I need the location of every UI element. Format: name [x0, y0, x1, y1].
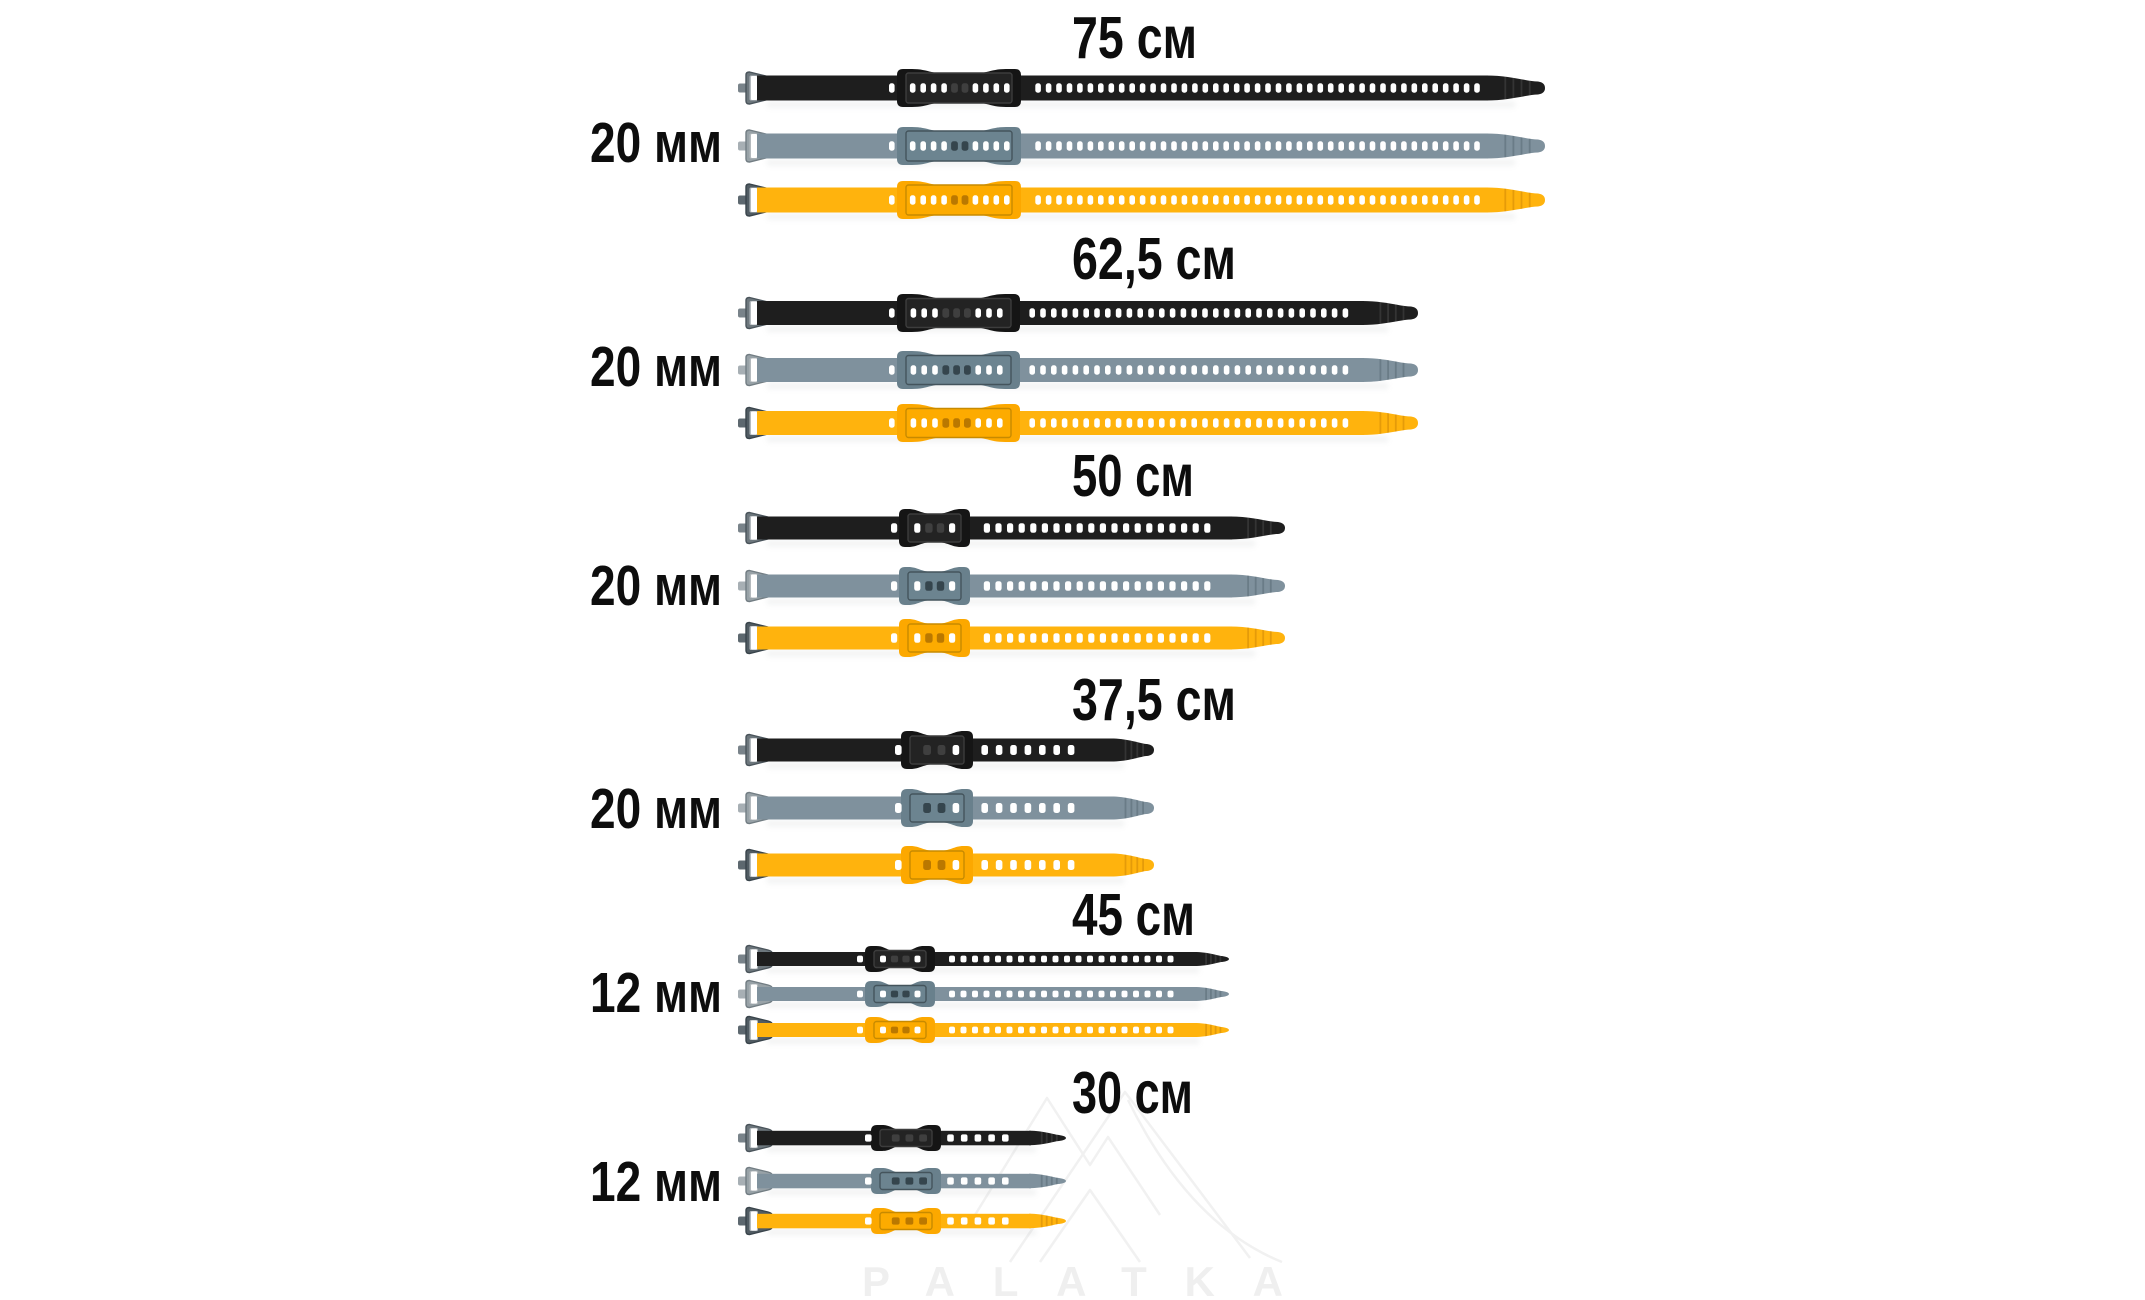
svg-text:50 см: 50 см	[1072, 443, 1194, 509]
svg-text:75 см: 75 см	[1072, 5, 1197, 71]
svg-text:45 см: 45 см	[1072, 882, 1195, 948]
svg-text:37,5 см: 37,5 см	[1072, 667, 1236, 733]
svg-text:12 мм: 12 мм	[590, 1150, 722, 1214]
svg-text:20 мм: 20 мм	[590, 335, 722, 399]
svg-text:20 мм: 20 мм	[590, 111, 722, 175]
svg-text:PALATKA: PALATKA	[862, 1258, 1317, 1300]
svg-text:20 мм: 20 мм	[590, 554, 722, 618]
svg-text:12 мм: 12 мм	[590, 961, 722, 1025]
svg-text:20 мм: 20 мм	[590, 777, 722, 841]
svg-text:62,5 см: 62,5 см	[1072, 226, 1236, 292]
svg-text:30 см: 30 см	[1072, 1060, 1193, 1126]
